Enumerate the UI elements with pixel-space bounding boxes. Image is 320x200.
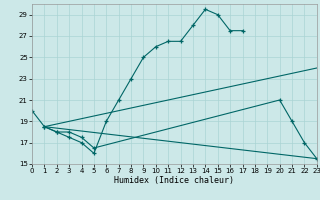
X-axis label: Humidex (Indice chaleur): Humidex (Indice chaleur) [115,176,234,185]
